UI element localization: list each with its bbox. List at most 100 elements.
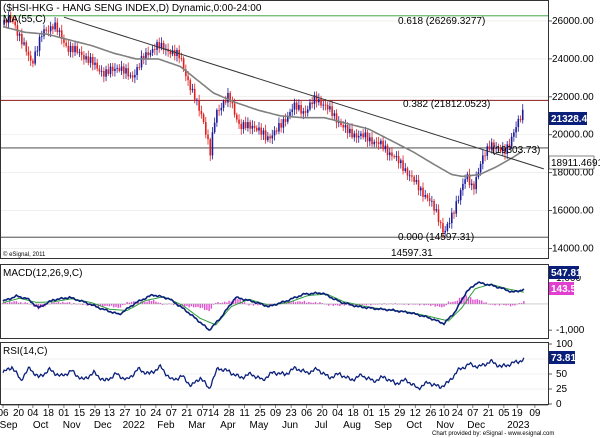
candle-body <box>433 200 435 211</box>
x-tick-day: 07 <box>467 408 479 419</box>
macd-histogram-bar <box>217 302 219 304</box>
candle-body <box>242 122 245 130</box>
macd-histogram-bar <box>319 302 321 304</box>
macd-histogram-bar <box>292 301 295 304</box>
candle-body <box>149 52 152 56</box>
candle-body <box>479 163 482 173</box>
candle-body <box>442 223 444 233</box>
candle-body <box>151 49 154 53</box>
candle-body <box>138 67 141 68</box>
macd-histogram-bar <box>24 302 26 304</box>
macd-histogram-bar <box>15 301 17 304</box>
macd-histogram-bar <box>394 303 396 304</box>
candle-body <box>94 62 96 65</box>
macd-histogram-bar <box>414 303 416 305</box>
candle-body <box>191 88 194 91</box>
candle-body <box>29 55 32 61</box>
macd-histogram-bar <box>257 303 259 306</box>
x-tick-day: 23 <box>286 408 298 419</box>
candle-body <box>72 45 74 53</box>
candle-body <box>457 200 460 202</box>
candle-body <box>100 70 103 72</box>
candle-body <box>501 147 504 152</box>
candle-body <box>273 130 276 136</box>
macd-histogram-bar <box>430 303 432 306</box>
macd-histogram-bar <box>106 303 108 306</box>
candle-body <box>156 42 158 50</box>
macd-histogram-bar <box>104 303 106 306</box>
macd-histogram-bar <box>184 303 186 307</box>
macd-histogram-bar <box>483 302 485 304</box>
x-tick-day: 09 <box>270 408 282 419</box>
candle-body <box>36 50 39 52</box>
macd-histogram-bar <box>469 297 472 304</box>
candle-body <box>384 145 387 150</box>
x-tick-day: 14 <box>208 408 220 419</box>
candle-body <box>473 183 475 190</box>
x-tick-month: Feb <box>157 420 175 431</box>
candle-body <box>499 147 502 152</box>
candle-body <box>426 195 429 199</box>
macd-histogram-bar <box>8 301 11 304</box>
candle-body <box>169 51 172 55</box>
candle-body <box>27 51 30 56</box>
candle-body <box>258 127 260 131</box>
candle-body <box>366 132 369 142</box>
candle-body <box>424 195 427 197</box>
macd-histogram-bar <box>263 303 266 306</box>
candle-body <box>56 22 59 32</box>
macd-histogram-bar <box>474 299 476 304</box>
candle-body <box>346 125 349 134</box>
macd-histogram-bar <box>383 303 385 304</box>
x-tick-day: 15 <box>379 408 391 419</box>
macd-histogram-bar <box>449 302 452 304</box>
macd-histogram-bar <box>73 302 75 304</box>
x-tick-day: 12 <box>410 408 422 419</box>
macd-histogram-bar <box>190 303 193 307</box>
macd-histogram-bar <box>403 303 405 305</box>
macd-histogram-bar <box>226 302 228 304</box>
macd-histogram-bar <box>168 303 170 304</box>
candle-body <box>293 102 296 110</box>
candle-body <box>200 110 203 115</box>
rsi-tick-label: 0 <box>556 399 562 410</box>
candle-body <box>69 45 72 52</box>
x-axis-ticks: 06 20 04 18 01 15 29 13 27 10 24 07 21 07 14 28 11 25 09 23… <box>0 404 548 431</box>
macd-histogram-bar <box>62 301 64 304</box>
candle-body <box>111 66 114 71</box>
macd-histogram-bar <box>294 302 297 304</box>
candle-body <box>122 66 125 74</box>
x-tick-day: 15 <box>74 408 86 419</box>
candle-body <box>300 105 302 114</box>
macd-histogram-bar <box>352 303 354 305</box>
candle-body <box>180 58 183 59</box>
candle-body <box>154 49 156 50</box>
macd-histogram-bar <box>518 303 521 304</box>
candle-body <box>171 50 174 55</box>
candle-body <box>419 187 422 191</box>
x-tick-month: Mar <box>188 420 206 431</box>
macd-histogram-bar <box>363 303 365 305</box>
candle-body <box>198 99 200 111</box>
macd-line <box>2 281 525 331</box>
candle-body <box>455 201 458 214</box>
x-tick-day: 10 <box>135 408 147 419</box>
macd-histogram-bar <box>121 303 124 306</box>
rsi-line <box>2 357 525 391</box>
candle-body <box>453 212 455 214</box>
macd-histogram-bar <box>188 303 190 308</box>
macd-histogram-bar <box>206 303 208 310</box>
candle-body <box>140 55 143 68</box>
x-tick-day: 26 <box>425 408 437 419</box>
macd-histogram-bar <box>210 303 213 309</box>
macd-histogram-bar <box>418 303 421 306</box>
candle-body <box>513 132 515 137</box>
macd-histogram-bar <box>465 295 467 304</box>
x-tick-day: 19 <box>512 408 524 419</box>
macd-histogram-bar <box>432 303 434 306</box>
candle-body <box>280 123 282 128</box>
rsi-label: RSI(14,C) <box>3 346 47 357</box>
candle-body <box>34 51 36 64</box>
candle-body <box>468 174 471 186</box>
